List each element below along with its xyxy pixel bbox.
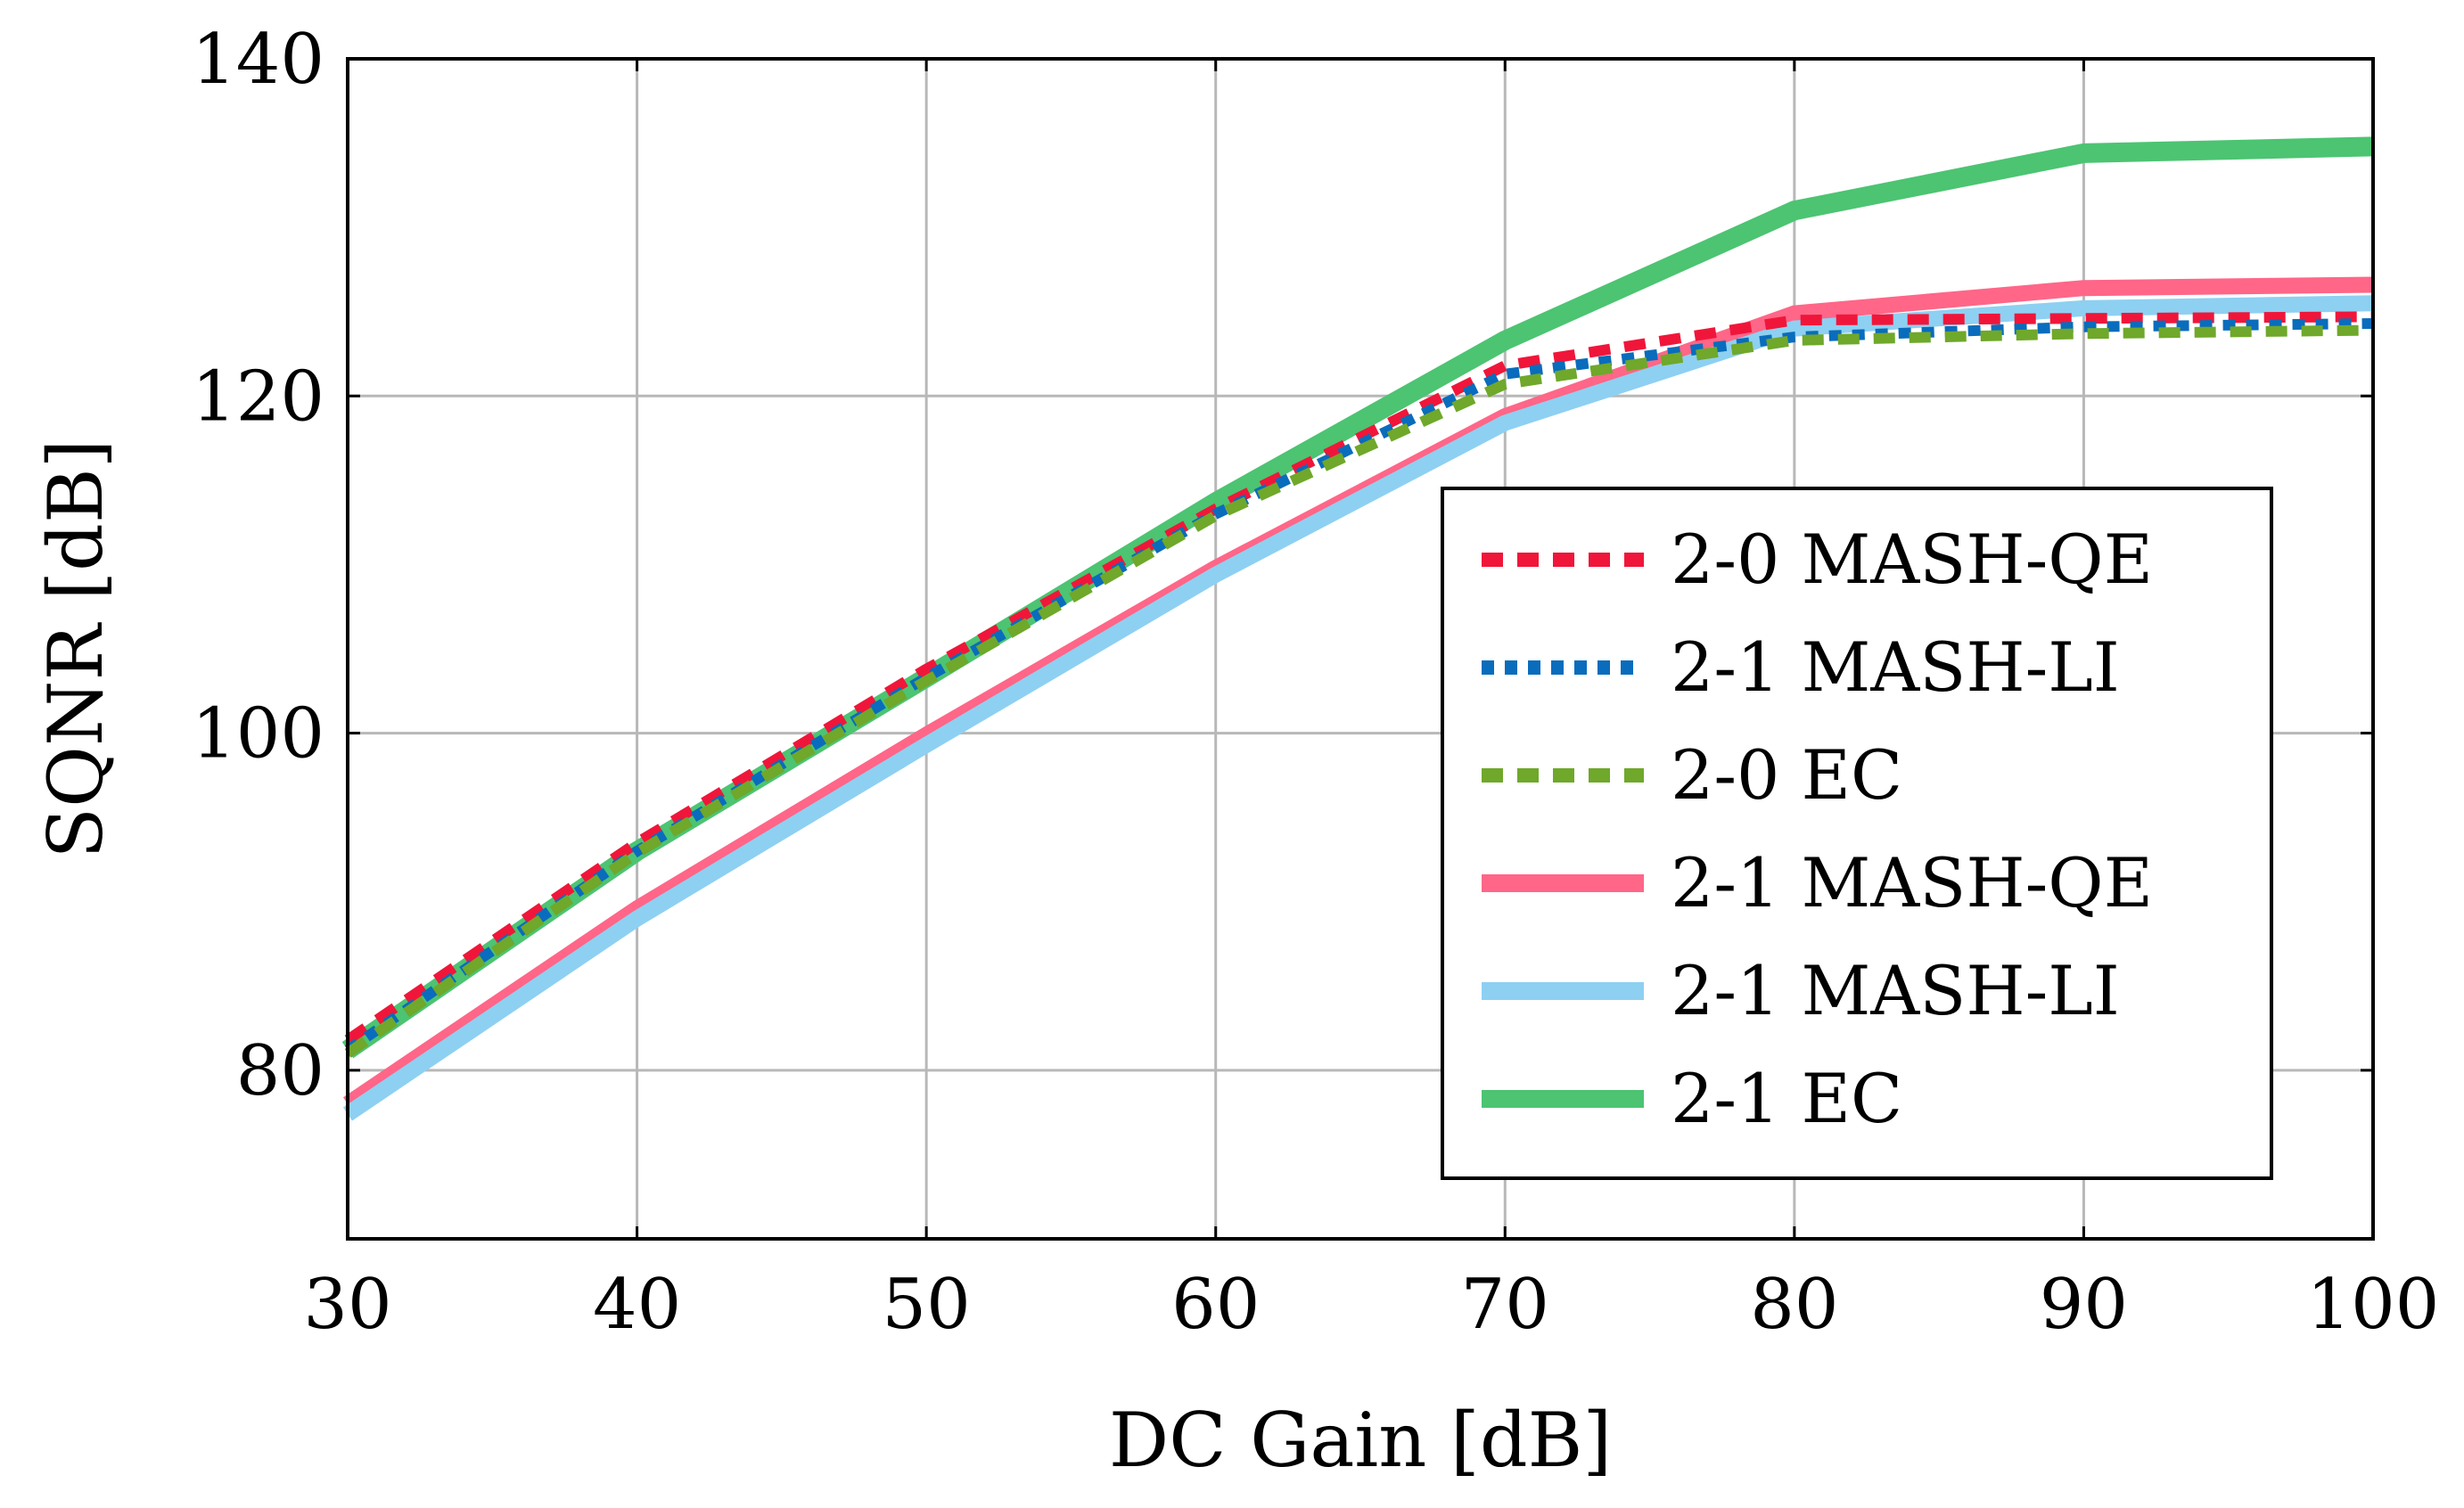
y-tick-label: 140 bbox=[192, 20, 324, 100]
x-tick-label: 90 bbox=[2040, 1265, 2128, 1345]
x-tick-label: 40 bbox=[593, 1265, 681, 1345]
plot-frame bbox=[346, 57, 2375, 1241]
legend-label-2-1-mash-li-4: 2-1 MASH-LI bbox=[1671, 951, 2120, 1030]
x-tick-label: 100 bbox=[2307, 1265, 2440, 1345]
legend-label-2-1-ec-5: 2-1 EC bbox=[1671, 1059, 1902, 1138]
series-line-2-0-mash-qe-0 bbox=[344, 311, 2374, 1045]
series-line-2-1-mash-li-4 bbox=[342, 295, 2374, 1121]
legend-box bbox=[1441, 487, 2273, 1180]
axis-ticks: 30 40 50 60 70 80 90 100 80 100 120 140 bbox=[192, 20, 2439, 1345]
x-tick-label: 80 bbox=[1750, 1265, 1838, 1345]
legend: 2-0 MASH-QE 2-1 MASH-LI 2-0 EC 2-1 MASH-QE 2… bbox=[1441, 487, 2273, 1180]
legend-label-2-0-mash-qe-0: 2-0 MASH-QE bbox=[1671, 520, 2153, 599]
legend-label-2-0-ec-2: 2-0 EC bbox=[1671, 735, 1902, 815]
y-tick-label: 80 bbox=[236, 1031, 324, 1111]
x-tick-label: 70 bbox=[1461, 1265, 1549, 1345]
legend-label-2-1-mash-qe-3: 2-1 MASH-QE bbox=[1671, 843, 2153, 922]
x-axis-title: DC Gain [dB] bbox=[1109, 1397, 1612, 1484]
x-tick-label: 30 bbox=[303, 1265, 391, 1345]
series-lines bbox=[341, 136, 2374, 1121]
legend-label-2-1-mash-li-1: 2-1 MASH-LI bbox=[1671, 627, 2120, 707]
y-axis-title: SQNR [dB] bbox=[32, 439, 119, 859]
y-tick-label: 120 bbox=[192, 357, 324, 437]
x-tick-label: 50 bbox=[883, 1265, 971, 1345]
x-tick-label: 60 bbox=[1171, 1265, 1260, 1345]
series-line-2-0-ec-2 bbox=[344, 324, 2374, 1058]
y-tick-label: 100 bbox=[192, 694, 324, 774]
